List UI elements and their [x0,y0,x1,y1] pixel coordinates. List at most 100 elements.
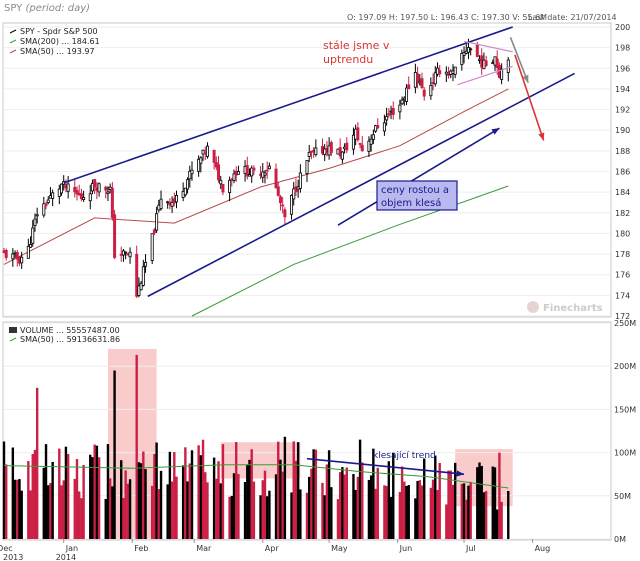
candle-body [340,151,344,160]
candle-body [407,84,411,90]
svg-text:Finecharts: Finecharts [543,303,603,314]
volume-bar [75,459,79,539]
candle-body [183,187,187,196]
volume-bar [113,370,116,539]
candle-body [416,73,420,82]
volume-bar [64,446,68,539]
volume-bar [186,481,189,539]
candle-body [46,199,50,203]
forecast-arrows [509,37,545,141]
forecast-arrow-shaft [514,54,545,141]
candle-body [15,251,19,260]
volume-sma-path [3,464,509,489]
volume-bar [124,470,127,539]
volume-bar [137,462,141,539]
price-tick-label: 174 [615,291,630,300]
candle-body [35,214,39,217]
legend-volume-sma: SMA(50) ... 59136631.86 [20,335,120,344]
price-tick-label: 176 [615,271,630,280]
volume-bar [62,480,65,539]
volume-bar [66,454,70,539]
volume-bar [325,464,329,539]
volume-bar [80,498,83,539]
candle-body [219,179,223,185]
volume-bar [484,491,488,539]
volume-bar [398,491,402,539]
month-label: Jan [65,544,78,553]
volume-bar [465,499,468,539]
volume-bar [230,495,234,539]
volume-trend-arrow [306,457,465,477]
volume-bar [369,475,373,539]
volume-bar [283,436,287,539]
month-label: Dec [0,544,13,553]
candle-body [400,99,404,105]
volume-y-axis: 0M 50M 100M 150M 200M 250M [614,319,636,544]
volume-sma-line [3,464,509,489]
candlesticks [2,38,510,298]
candle-body [113,214,117,258]
volume-bar [438,462,441,539]
candle-body [387,113,391,116]
volume-bar [73,478,76,539]
volume-bar [250,449,253,539]
price-tick-label: 194 [615,85,630,94]
volume-bar [263,470,267,539]
volume-bar [31,454,34,539]
volume-bar [361,462,364,539]
chart-title: SPY (period: day) [4,3,90,14]
volume-bar [108,478,112,539]
candle-body [110,187,114,218]
volume-bar [126,483,130,539]
volume-bar [312,449,315,539]
trendline [147,72,575,298]
candle-body [265,169,269,172]
volume-bar [77,491,81,539]
volume-bar [44,444,48,539]
volume-bar [372,448,375,539]
candle-body [429,84,433,97]
volume-bar [252,481,256,539]
candle-body [250,167,254,177]
volume-bar [265,496,269,539]
volume-bar [166,484,169,539]
volume-bar [343,474,346,539]
candle-body [290,194,294,215]
volume-bar [181,465,185,539]
price-tick-label: 198 [615,44,630,53]
candle-body [274,168,278,189]
volume-bar [120,460,123,539]
price-y-axis: 172 174 176 178 180 182 184 186 188 190 192 194 196 1… [615,23,630,321]
volume-bar [436,489,439,539]
volume-bar [321,482,324,539]
volume-bar [374,488,377,539]
volume-bar [106,444,110,539]
candle-body [197,158,201,172]
candle-body [73,186,77,193]
candle-body [292,188,296,200]
price-tick-label: 182 [615,209,630,218]
volume-bar [496,509,499,539]
candle-body [159,198,163,209]
candle-body [217,164,221,181]
candle-body [29,243,33,248]
volume-bar [232,473,236,539]
volume-bar [35,387,39,539]
candle-body [314,147,318,156]
volume-bar [310,468,313,539]
volume-bar [356,476,360,539]
volume-bar [498,452,501,539]
candle-body [106,191,110,194]
candle-body [252,167,256,171]
volume-bar [33,449,37,539]
volume-bar [5,464,8,539]
candle-body [444,71,448,75]
volume-bar [20,490,23,539]
candle-body [139,282,143,291]
price-tick-label: 196 [615,64,630,73]
volume-bar [235,442,238,539]
volume-bar [128,479,132,539]
volume-bar [476,467,479,539]
volume-bar [159,470,163,539]
candle-body [460,53,464,66]
